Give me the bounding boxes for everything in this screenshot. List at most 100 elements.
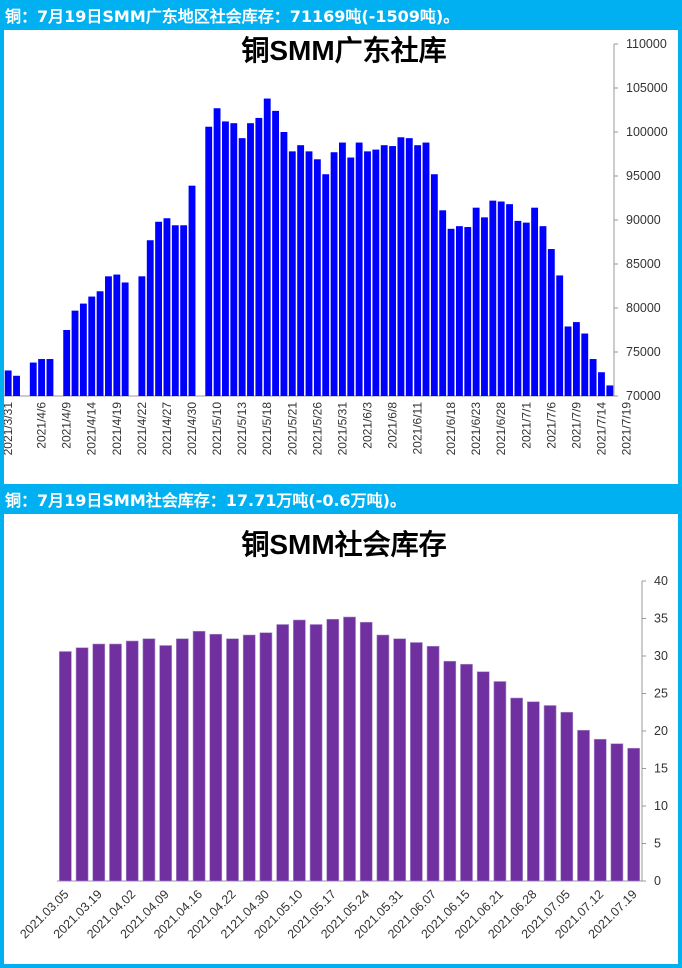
bar <box>46 359 54 396</box>
bar <box>146 240 154 396</box>
bar <box>497 201 505 396</box>
y-tick-label: 75000 <box>626 345 661 359</box>
bar <box>493 681 507 882</box>
bar <box>489 200 497 396</box>
x-tick-label: 2021/4/19 <box>110 402 124 456</box>
bar <box>71 310 79 396</box>
bar <box>92 643 106 882</box>
bar <box>322 174 330 396</box>
bar <box>422 142 430 396</box>
banner-guangdong: 铜：7月19日SMM广东地区社会库存：71169吨(-1509吨)。 <box>0 4 682 30</box>
x-tick-label: 2021/6/28 <box>494 402 508 456</box>
bar <box>209 633 223 882</box>
bar <box>343 616 356 882</box>
bar <box>192 630 206 882</box>
bar <box>105 276 112 396</box>
y-tick-label: 10 <box>654 799 668 813</box>
x-tick-label: 2021/4/27 <box>160 402 174 456</box>
chart-panel-guangdong: 铜SMM广东社库 70000 75000 80000 85000 90000 95000 10… <box>1 30 678 484</box>
y-tick-label: 70000 <box>626 389 661 403</box>
bar <box>372 149 380 396</box>
bar <box>610 743 624 882</box>
bar <box>29 362 37 396</box>
bar <box>205 126 213 396</box>
bar <box>121 282 129 396</box>
chart-title: 铜SMM社会库存 <box>241 528 446 560</box>
y-tick-label: 105000 <box>626 81 668 95</box>
bar <box>226 638 239 882</box>
x-tick-label: 2021/7/1 <box>519 402 533 449</box>
banner-social: 铜：7月19日SMM社会库存：17.71万吨(-0.6万吨)。 <box>0 488 682 514</box>
bar <box>113 274 121 396</box>
bar <box>347 157 355 396</box>
bar <box>59 651 72 882</box>
y-tick-label: 25 <box>654 687 668 701</box>
bar <box>155 221 163 396</box>
x-tick-label: 2021/6/3 <box>360 402 374 449</box>
x-tick-label: 2021/5/31 <box>335 402 349 456</box>
x-tick-label: 2021/7/14 <box>594 402 608 456</box>
bar <box>138 276 146 396</box>
bar <box>472 207 480 396</box>
social-inventory-chart: 铜SMM社会库存05101520253035402021.03.052021.0… <box>17 528 668 941</box>
bar <box>359 621 373 882</box>
bar <box>506 204 513 396</box>
bar <box>305 151 313 396</box>
y-tick-label: 20 <box>654 724 668 738</box>
bar <box>560 711 574 882</box>
bar <box>476 671 490 882</box>
bar <box>326 618 340 882</box>
bar <box>389 146 396 396</box>
x-tick-label: 2021/5/18 <box>260 402 274 456</box>
bar <box>447 228 455 396</box>
chart-title: 铜SMM广东社库 <box>241 34 446 66</box>
y-tick-label: 15 <box>654 762 668 776</box>
bar <box>581 333 589 396</box>
y-tick-label: 40 <box>654 574 668 588</box>
bar <box>238 138 246 396</box>
y-tick-label: 100000 <box>626 125 668 139</box>
bar <box>79 303 87 396</box>
bar <box>338 142 346 396</box>
bar <box>510 697 523 882</box>
bar <box>460 663 473 882</box>
bar <box>606 385 614 396</box>
x-tick-label: 2021/4/6 <box>35 402 49 449</box>
bar <box>242 634 256 882</box>
bar <box>63 330 71 396</box>
bar <box>547 249 555 396</box>
x-tick-label: 2021/7/9 <box>569 402 583 449</box>
bar <box>75 647 89 882</box>
bar <box>180 225 188 396</box>
y-tick-label: 85000 <box>626 257 661 271</box>
bar <box>364 151 371 396</box>
bar <box>297 145 305 396</box>
bar <box>598 372 605 396</box>
x-tick-label: 2021/4/30 <box>185 402 199 456</box>
bar <box>455 226 463 396</box>
x-tick-label: 2021/3/31 <box>4 402 15 456</box>
bar <box>13 375 20 396</box>
bar <box>627 747 640 882</box>
bar <box>443 660 457 882</box>
y-tick-label: 90000 <box>626 213 661 227</box>
bar <box>176 638 189 882</box>
bar <box>527 701 540 882</box>
bar <box>276 624 289 882</box>
bar <box>405 138 413 396</box>
bar <box>163 218 171 396</box>
bar <box>171 225 179 396</box>
bar <box>464 227 472 396</box>
bar <box>255 117 263 397</box>
bar <box>522 222 530 396</box>
x-tick-label: 2021/7/6 <box>544 402 558 449</box>
bar <box>481 217 488 396</box>
y-tick-label: 5 <box>654 837 661 851</box>
bar <box>414 145 422 396</box>
bar <box>426 645 440 882</box>
bar <box>397 137 405 396</box>
y-tick-label: 35 <box>654 612 668 626</box>
x-tick-label: 2021/5/13 <box>235 402 249 456</box>
x-tick-label: 2021/5/21 <box>285 402 299 456</box>
bar <box>564 326 572 396</box>
